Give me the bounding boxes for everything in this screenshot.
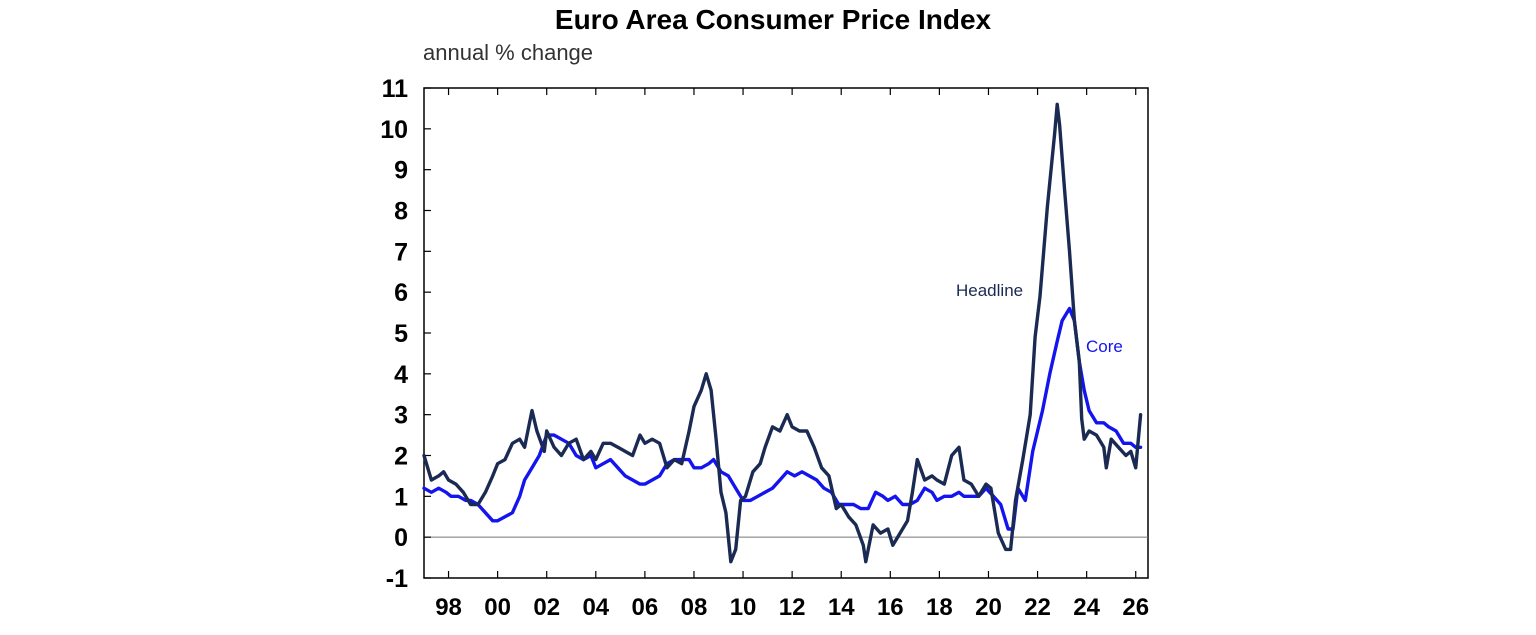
x-tick-label: 16 xyxy=(877,594,904,621)
x-tick-label: 10 xyxy=(730,594,757,621)
y-tick-label: 10 xyxy=(380,116,408,144)
y-axis: -1 0 1 2 3 4 5 6 7 8 9 10 11 xyxy=(380,75,431,593)
x-tick-label: 14 xyxy=(828,594,855,621)
y-tick-label: 2 xyxy=(394,443,408,471)
x-tick-label: 04 xyxy=(582,594,609,621)
y-tick-label: 5 xyxy=(394,320,408,348)
series-line-headline xyxy=(422,102,1143,564)
y-tick-label: 0 xyxy=(394,524,408,552)
y-tick-label: -1 xyxy=(386,565,408,593)
y-tick-label: 9 xyxy=(394,157,408,185)
x-tick-label: 22 xyxy=(1024,594,1051,621)
series-label-headline: Headline xyxy=(956,281,1023,300)
x-tick-label: 26 xyxy=(1122,594,1149,621)
plot-frame xyxy=(423,87,1149,579)
x-tick-label: 24 xyxy=(1073,594,1100,621)
x-axis: 98 00 02 04 06 08 10 12 14 16 18 20 22 24 26 xyxy=(435,88,1149,621)
x-tick-label: 98 xyxy=(435,594,462,621)
series-labels: Headline Core xyxy=(956,281,1123,356)
x-tick-label: 08 xyxy=(681,594,708,621)
y-tick-label: 3 xyxy=(394,402,408,430)
x-tick-label: 12 xyxy=(779,594,806,621)
y-tick-label: 8 xyxy=(394,198,408,226)
y-tick-label: 4 xyxy=(394,361,408,389)
series-group xyxy=(422,102,1143,564)
y-tick-label: 6 xyxy=(394,279,408,307)
x-tick-label: 20 xyxy=(975,594,1002,621)
x-tick-label: 02 xyxy=(533,594,560,621)
chart-title: Euro Area Consumer Price Index xyxy=(555,4,992,35)
x-tick-label: 06 xyxy=(632,594,659,621)
y-tick-label: 7 xyxy=(394,238,408,266)
y-tick-label: 1 xyxy=(394,483,408,511)
chart-subtitle: annual % change xyxy=(423,40,593,65)
x-tick-label: 18 xyxy=(926,594,953,621)
y-tick-label: 11 xyxy=(382,75,409,103)
series-label-core: Core xyxy=(1086,337,1123,356)
x-tick-label: 00 xyxy=(484,594,511,621)
